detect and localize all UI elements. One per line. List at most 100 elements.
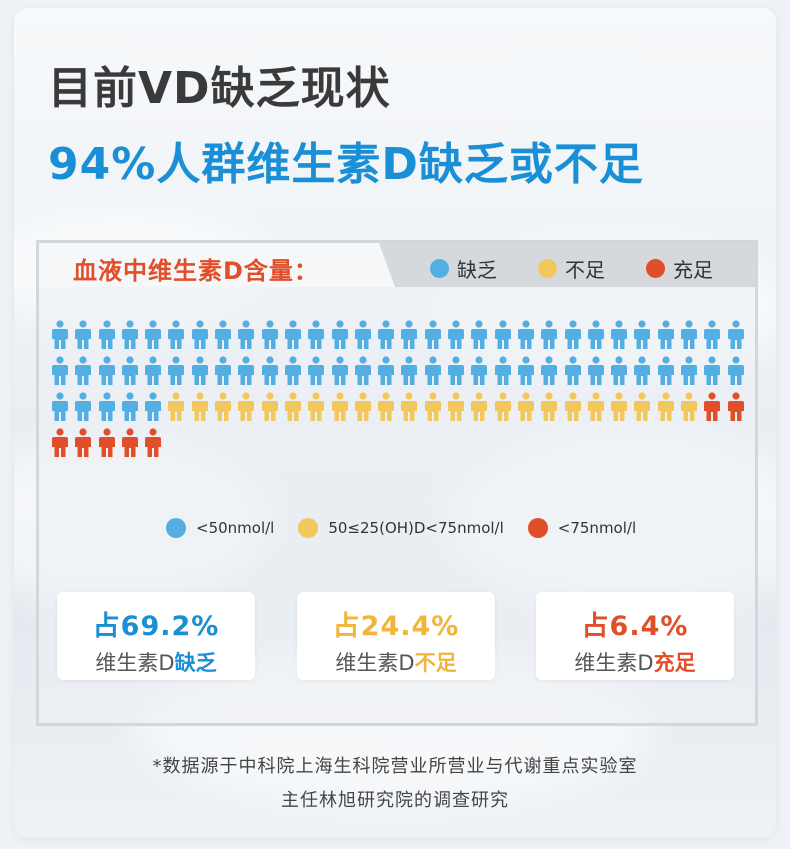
person-icon-deficient xyxy=(331,356,348,385)
person-icon-deficient xyxy=(52,356,68,385)
person-icon-deficient xyxy=(634,356,651,385)
person-icon-sufficient xyxy=(704,392,721,421)
footnote-line: *数据源于中科院上海生科院营业所营业与代谢重点实验室 xyxy=(152,756,638,777)
person-icon-sufficient xyxy=(75,428,92,457)
person-icon-deficient xyxy=(238,320,255,349)
person-icon-insufficient xyxy=(541,392,558,421)
person-icon-deficient xyxy=(681,320,698,349)
person-icon-insufficient xyxy=(378,392,395,421)
person-icon-deficient xyxy=(168,356,185,385)
page-subtitle: 94%人群维生素D缺乏或不足 xyxy=(48,139,644,190)
person-icon-deficient xyxy=(121,320,138,349)
legend-label: 充足 xyxy=(673,258,713,282)
person-icon-deficient xyxy=(704,356,721,385)
range-legend-item: <50nmol/l xyxy=(166,518,274,538)
person-icon-insufficient xyxy=(564,392,581,421)
stat-percent: 占6.4% xyxy=(581,611,689,642)
stat-prefix: 维生素D xyxy=(574,651,654,675)
person-icon-deficient xyxy=(681,356,698,385)
person-icon-deficient xyxy=(238,356,255,385)
person-icon-deficient xyxy=(261,320,278,349)
person-icon-deficient xyxy=(354,320,371,349)
person-icon-deficient xyxy=(261,356,278,385)
legend-label: 不足 xyxy=(565,258,605,282)
person-icon-deficient xyxy=(587,356,604,385)
person-icon-deficient xyxy=(471,356,488,385)
stat-description: 维生素D缺乏 xyxy=(57,647,255,677)
person-icon-deficient xyxy=(52,320,68,349)
person-icon-deficient xyxy=(471,320,488,349)
range-label: <75nmol/l xyxy=(557,519,637,537)
stat-status: 缺乏 xyxy=(174,651,217,675)
person-icon-insufficient xyxy=(634,392,651,421)
blue-dot-icon xyxy=(166,518,186,538)
person-icon-deficient xyxy=(75,392,92,421)
person-icon-deficient xyxy=(401,356,418,385)
person-icon-deficient xyxy=(145,392,162,421)
person-icon-deficient xyxy=(657,356,674,385)
stat-status: 不足 xyxy=(414,651,457,675)
person-icon-deficient xyxy=(541,320,558,349)
legend-label: 缺乏 xyxy=(457,258,497,282)
person-icon-insufficient xyxy=(308,392,325,421)
person-icon-insufficient xyxy=(471,392,488,421)
person-icon-deficient xyxy=(191,320,208,349)
person-icon-deficient xyxy=(75,356,92,385)
person-icon-deficient xyxy=(215,320,232,349)
person-icon-insufficient xyxy=(681,392,698,421)
person-icon-deficient xyxy=(657,320,674,349)
person-icon-insufficient xyxy=(401,392,418,421)
footnote-line: 主任林旭研究院的调查研究 xyxy=(281,790,509,811)
person-icon-deficient xyxy=(424,320,441,349)
person-icon-deficient xyxy=(587,320,604,349)
person-icon-insufficient xyxy=(168,392,185,421)
range-label: 50≤25(OH)D<75nmol/l xyxy=(328,519,504,537)
stat-card-sufficient: 占6.4% 维生素D充足 xyxy=(536,592,734,680)
page-title: 目前VD缺乏现状 xyxy=(48,63,391,114)
person-icon-insufficient xyxy=(587,392,604,421)
person-icon-deficient xyxy=(354,356,371,385)
person-icon-deficient xyxy=(564,320,581,349)
blue-dot-icon xyxy=(430,259,449,278)
person-icon-insufficient xyxy=(354,392,371,421)
person-icon-deficient xyxy=(517,320,534,349)
range-legend: <50nmol/l 50≤25(OH)D<75nmol/l <75nmol/l xyxy=(166,518,660,538)
person-icon-sufficient xyxy=(727,392,744,421)
person-icon-deficient xyxy=(727,356,744,385)
stat-percent: 占24.4% xyxy=(332,611,460,642)
person-icon-deficient xyxy=(145,356,162,385)
person-icon-deficient xyxy=(284,356,301,385)
person-icon-deficient xyxy=(75,320,92,349)
person-icon-deficient xyxy=(215,356,232,385)
stat-card-insufficient: 占24.4% 维生素D不足 xyxy=(297,592,495,680)
person-icon-insufficient xyxy=(284,392,301,421)
person-icon-insufficient xyxy=(261,392,278,421)
person-icon-insufficient xyxy=(191,392,208,421)
person-icon-deficient xyxy=(308,356,325,385)
person-icon-deficient xyxy=(517,356,534,385)
stat-description: 维生素D充足 xyxy=(536,647,734,677)
person-icon-deficient xyxy=(191,356,208,385)
person-icon-deficient xyxy=(448,320,465,349)
person-icon-deficient xyxy=(424,356,441,385)
person-icon-insufficient xyxy=(238,392,255,421)
person-icon-insufficient xyxy=(331,392,348,421)
person-icon-deficient xyxy=(98,356,115,385)
person-icon-deficient xyxy=(378,320,395,349)
red-dot-icon xyxy=(646,259,665,278)
yellow-dot-icon xyxy=(538,259,557,278)
person-icon-insufficient xyxy=(215,392,232,421)
yellow-dot-icon xyxy=(298,518,319,538)
stat-prefix: 维生素D xyxy=(95,651,175,675)
person-icon-deficient xyxy=(145,320,162,349)
stat-status: 充足 xyxy=(653,651,696,675)
stat-prefix: 维生素D xyxy=(335,651,415,675)
stat-description: 维生素D不足 xyxy=(297,647,495,677)
person-icon-deficient xyxy=(494,320,511,349)
person-icon-deficient xyxy=(541,356,558,385)
people-pictogram xyxy=(50,320,750,464)
person-icon-deficient xyxy=(331,320,348,349)
person-icon-deficient xyxy=(448,356,465,385)
person-icon-sufficient xyxy=(52,428,68,457)
person-icon-deficient xyxy=(704,320,721,349)
